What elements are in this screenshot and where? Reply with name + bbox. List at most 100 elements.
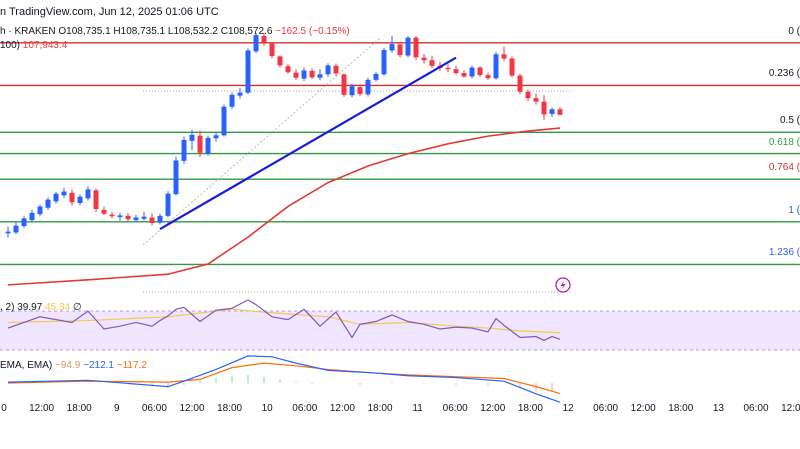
macd-value: −212.1: [83, 360, 114, 371]
candle[interactable]: [453, 65, 459, 75]
x-tick-label: 18:00: [517, 403, 543, 414]
candle[interactable]: [533, 93, 539, 105]
candle[interactable]: [61, 187, 67, 198]
candle[interactable]: [397, 42, 403, 58]
candle[interactable]: [429, 56, 435, 68]
candle[interactable]: [317, 69, 323, 81]
candle[interactable]: [365, 77, 371, 97]
candle-body: [173, 160, 179, 195]
flash-bolt-icon[interactable]: [555, 277, 571, 293]
candle-body: [269, 43, 275, 56]
candle-body: [5, 231, 11, 234]
candle[interactable]: [309, 68, 315, 80]
ohlc-low: L108,532.2: [167, 26, 218, 37]
candle[interactable]: [333, 63, 339, 76]
candle[interactable]: [349, 83, 355, 98]
candle[interactable]: [541, 95, 547, 120]
candle[interactable]: [293, 69, 299, 80]
candle[interactable]: [501, 46, 507, 62]
fib-label-3: 0.618 (: [768, 136, 800, 148]
ma-legend[interactable]: 100) 107,943.4: [0, 40, 67, 51]
candle[interactable]: [125, 213, 131, 222]
candle[interactable]: [381, 47, 387, 76]
rsi-line[interactable]: [7, 299, 561, 341]
macd-signal-line[interactable]: [7, 362, 561, 395]
candle[interactable]: [213, 132, 219, 142]
macd-line[interactable]: [7, 355, 561, 403]
candle[interactable]: [557, 107, 563, 116]
candle[interactable]: [477, 66, 483, 77]
candle-body: [205, 137, 211, 154]
candle[interactable]: [549, 107, 555, 117]
candle[interactable]: [69, 189, 75, 206]
candle[interactable]: [509, 56, 515, 78]
candle[interactable]: [461, 70, 467, 78]
candle[interactable]: [237, 87, 243, 99]
candle[interactable]: [5, 226, 11, 238]
candle[interactable]: [221, 104, 227, 137]
candle[interactable]: [29, 209, 35, 223]
candle[interactable]: [133, 214, 139, 223]
candle[interactable]: [45, 197, 51, 210]
candle[interactable]: [21, 216, 27, 228]
candle[interactable]: [85, 186, 91, 201]
candle[interactable]: [117, 212, 123, 221]
rsi-band: [0, 311, 800, 350]
candle[interactable]: [197, 130, 203, 158]
candle-body: [93, 190, 99, 210]
x-tick-label: 11: [412, 403, 423, 414]
candle[interactable]: [229, 92, 235, 109]
candle[interactable]: [173, 156, 179, 196]
candle-body: [45, 199, 51, 208]
candle[interactable]: [37, 204, 43, 217]
rsi-ma-line[interactable]: [7, 308, 561, 334]
candle[interactable]: [261, 33, 267, 46]
candle-body: [213, 135, 219, 139]
candle[interactable]: [53, 191, 59, 204]
rsi-legend[interactable]: , 2) 39.97 45.34 ∅: [0, 302, 82, 313]
candle[interactable]: [301, 67, 307, 82]
candle-body: [541, 101, 547, 115]
rsi-label: , 2): [0, 302, 15, 313]
candle[interactable]: [77, 194, 83, 206]
candle[interactable]: [269, 41, 275, 59]
candle[interactable]: [165, 191, 171, 218]
candle[interactable]: [285, 64, 291, 74]
candle[interactable]: [517, 73, 523, 95]
candle[interactable]: [205, 135, 211, 156]
candle[interactable]: [245, 48, 251, 94]
candle[interactable]: [157, 213, 163, 225]
candle[interactable]: [253, 32, 259, 54]
candle[interactable]: [485, 72, 491, 80]
candle-body: [285, 66, 291, 73]
candle-body: [317, 74, 323, 78]
candle[interactable]: [93, 188, 99, 212]
candle[interactable]: [421, 53, 427, 64]
candle[interactable]: [149, 213, 155, 226]
candle-body: [197, 135, 203, 153]
candle[interactable]: [181, 136, 187, 164]
ma-line[interactable]: [7, 127, 561, 286]
candle[interactable]: [413, 35, 419, 60]
candle[interactable]: [389, 35, 395, 53]
candle[interactable]: [277, 55, 283, 68]
candle[interactable]: [493, 52, 499, 80]
candle[interactable]: [13, 221, 19, 235]
candle[interactable]: [109, 212, 115, 219]
candle[interactable]: [525, 89, 531, 102]
candle[interactable]: [189, 129, 195, 151]
candle[interactable]: [357, 84, 363, 97]
candle[interactable]: [469, 65, 475, 79]
candle[interactable]: [445, 64, 451, 73]
candle[interactable]: [405, 35, 411, 58]
candle[interactable]: [341, 73, 347, 97]
candle-body: [533, 98, 539, 102]
candle-body: [453, 69, 459, 74]
candle[interactable]: [325, 63, 331, 77]
trendline[interactable]: [159, 56, 457, 231]
candle[interactable]: [101, 206, 107, 215]
candle[interactable]: [141, 212, 147, 221]
macd-legend[interactable]: EMA, EMA) −94.9 −212.1 −117.2: [0, 360, 147, 371]
candle[interactable]: [373, 71, 379, 82]
